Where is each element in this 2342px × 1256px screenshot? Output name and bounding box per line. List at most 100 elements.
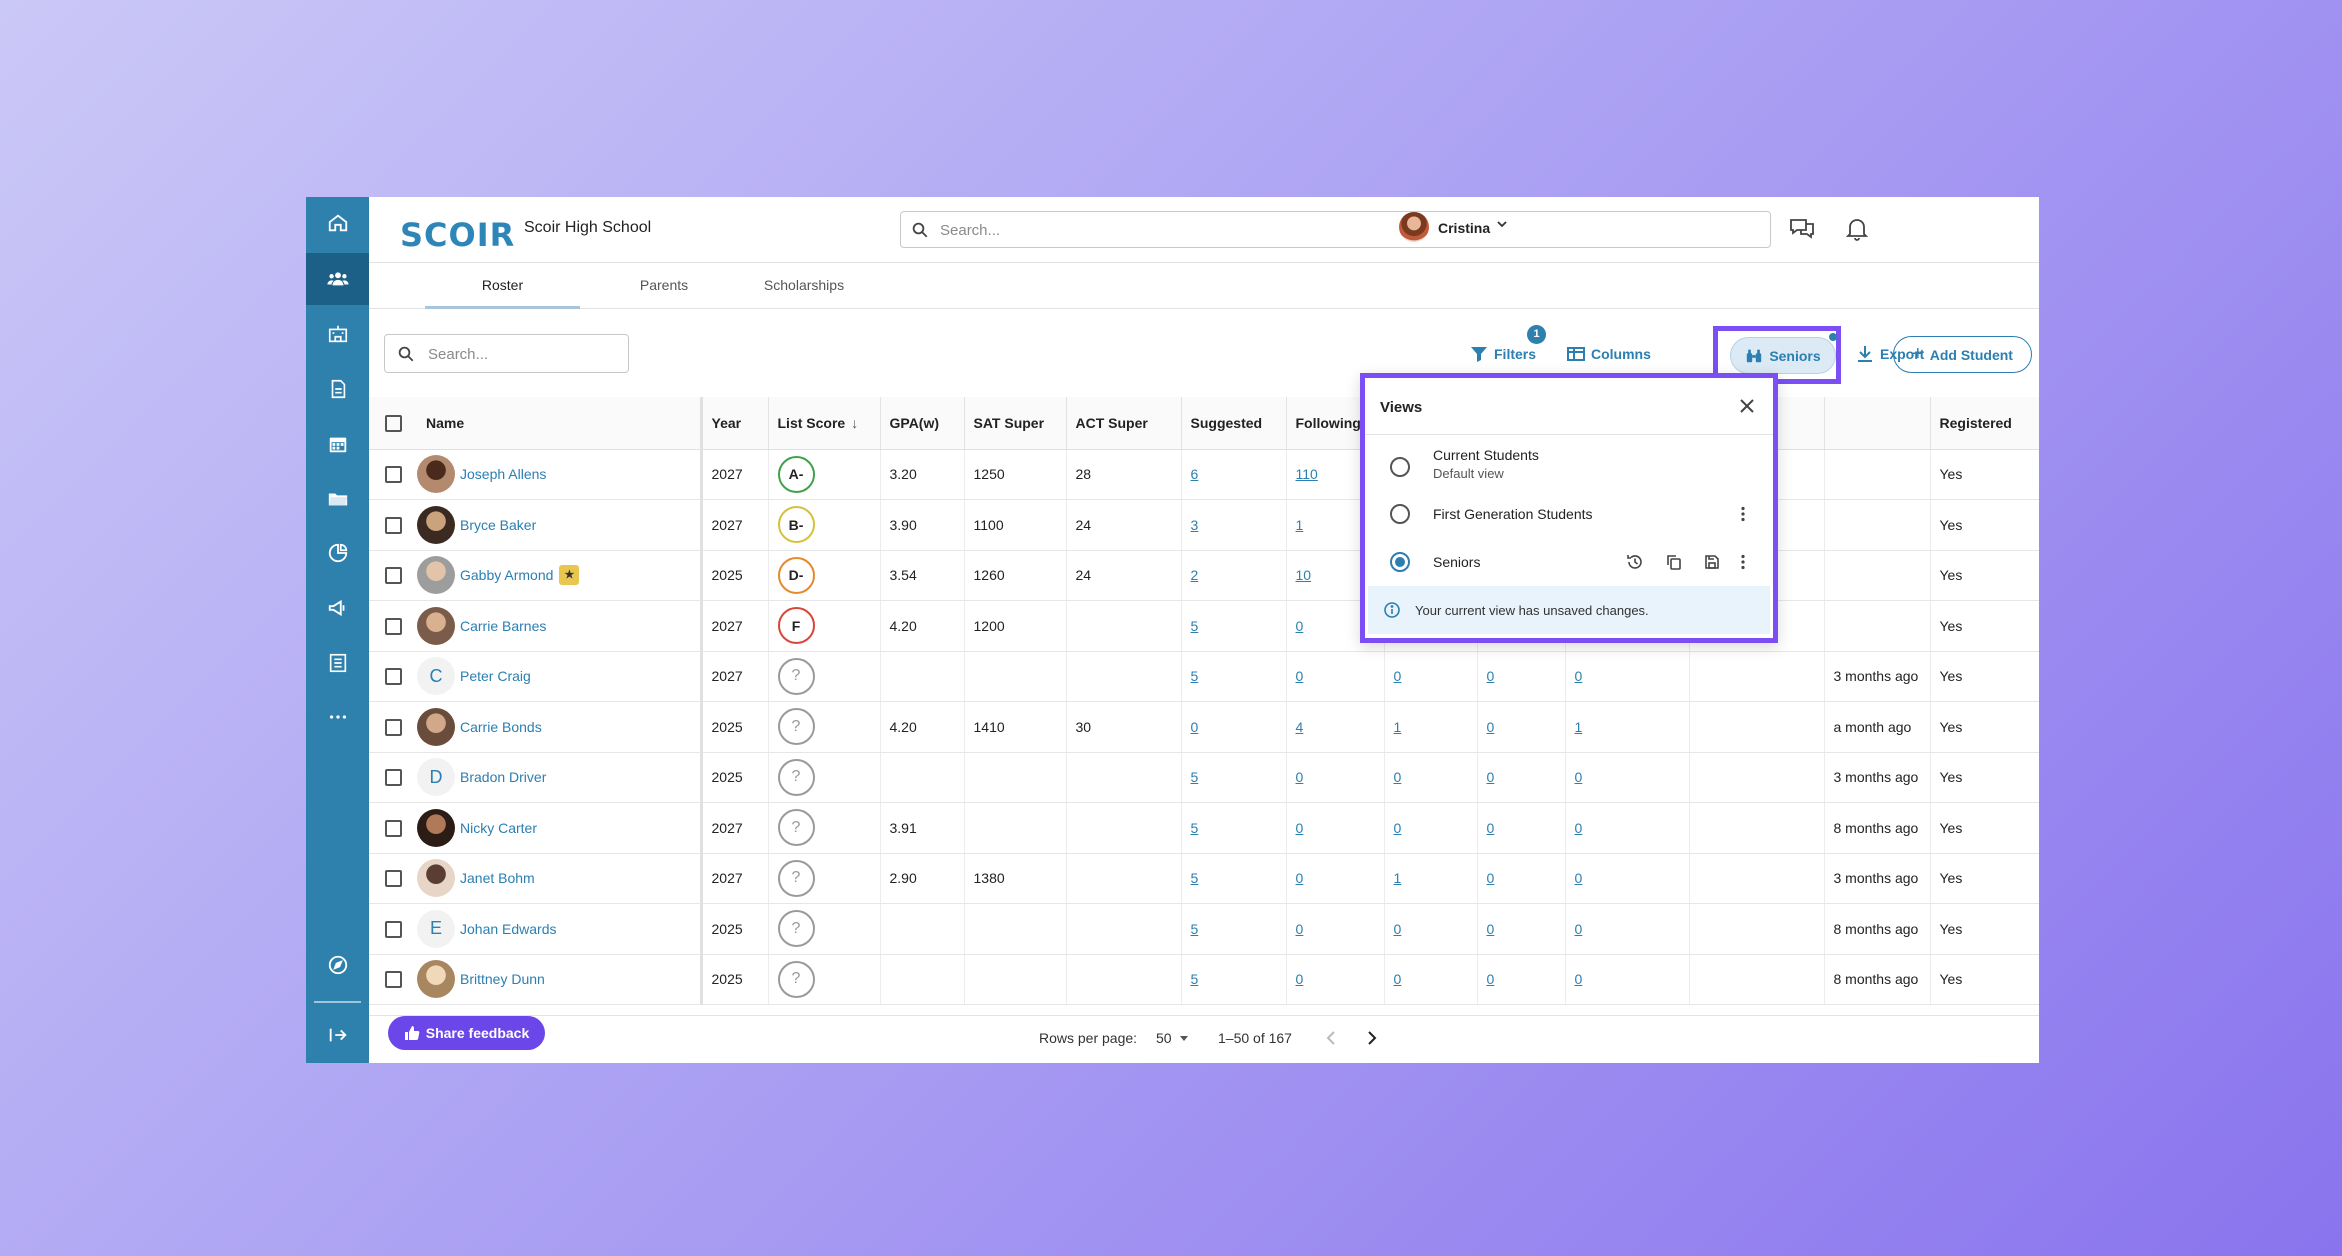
view-radio-seniors[interactable] [1390,552,1410,572]
suggested-value[interactable]: 5 [1190,819,1199,836]
list-score-badge[interactable]: ? [777,758,815,796]
view-option-current-students[interactable]: Current Students Default view [1365,438,1773,484]
prev-page-icon[interactable] [1321,1027,1343,1049]
suggested-cell[interactable]: 5 [1181,853,1287,904]
row-select-cell[interactable] [369,600,417,652]
col-10-value[interactable]: 0 [1574,769,1583,786]
suggested-cell[interactable]: 5 [1181,752,1287,803]
next-page-icon[interactable] [1360,1027,1382,1049]
folder-icon[interactable] [306,473,369,525]
suggested-value[interactable]: 5 [1190,870,1199,887]
history-icon[interactable] [1626,553,1644,571]
list-score-badge[interactable]: ? [777,960,815,998]
table-row[interactable]: C Peter Craig 2027? 5 0 0 0 0 3 months ago Yes [369,651,2039,702]
following-cell[interactable]: 4 [1286,701,1385,753]
row-checkbox[interactable] [384,617,402,635]
sort-arrow-down-icon[interactable]: ↓ [851,414,859,431]
school-icon[interactable] [306,308,369,360]
applying-cell[interactable]: 0 [1384,903,1478,955]
view-radio-first-generation[interactable] [1390,504,1410,524]
col-10-value[interactable]: 0 [1574,668,1583,685]
following-value[interactable]: 0 [1295,617,1304,634]
student-name-link[interactable]: Carrie Bonds [460,718,542,735]
following-cell[interactable]: 0 [1286,802,1385,854]
col-9-value[interactable]: 0 [1486,971,1495,988]
applying-value[interactable]: 0 [1393,819,1402,836]
global-search-input[interactable]: Search... [900,211,1771,248]
applying-value[interactable]: 0 [1393,971,1402,988]
suggested-value[interactable]: 5 [1190,769,1199,786]
home-icon[interactable] [306,197,369,249]
col-9-cell[interactable]: 0 [1477,802,1566,854]
following-value[interactable]: 1 [1295,516,1304,533]
list-icon[interactable] [306,637,369,689]
col-9-value[interactable]: 0 [1486,668,1495,685]
following-value[interactable]: 110 [1295,466,1318,483]
student-name-link[interactable]: Carrie Barnes [460,617,547,634]
suggested-value[interactable]: 5 [1190,617,1199,634]
scoir-logo[interactable]: SCOIR [400,216,516,254]
suggested-value[interactable]: 5 [1190,971,1199,988]
suggested-cell[interactable]: 3 [1181,499,1287,551]
header-registered[interactable]: Registered [1930,397,2039,450]
following-cell[interactable]: 0 [1286,752,1385,803]
view-selector-button[interactable]: Seniors [1730,337,1836,374]
list-score-badge[interactable]: ? [777,708,815,746]
list-score-badge[interactable]: A- [777,455,815,493]
student-name-link[interactable]: Brittney Dunn [460,971,545,988]
row-select-cell[interactable] [369,550,417,601]
view-radio-current-students[interactable] [1390,457,1410,477]
user-name[interactable]: Cristina [1438,220,1491,236]
following-value[interactable]: 0 [1295,870,1304,887]
row-checkbox[interactable] [384,516,402,534]
col-10-value[interactable]: 0 [1574,971,1583,988]
following-value[interactable]: 0 [1295,971,1304,988]
row-select-cell[interactable] [369,449,417,500]
col-9-cell[interactable]: 0 [1477,651,1566,702]
students-icon[interactable] [306,253,369,305]
suggested-cell[interactable]: 6 [1181,449,1287,500]
row-checkbox[interactable] [384,819,402,837]
col-10-value[interactable]: 0 [1574,920,1583,937]
student-name-link[interactable]: Gabby Armond [460,567,554,584]
row-checkbox[interactable] [384,870,402,888]
suggested-value[interactable]: 6 [1190,466,1199,483]
row-checkbox[interactable] [384,567,402,585]
row-select-cell[interactable] [369,853,417,904]
view-option-first-generation[interactable]: First Generation Students [1365,491,1773,537]
following-cell[interactable]: 0 [1286,853,1385,904]
list-score-badge[interactable]: F [777,607,815,645]
applying-cell[interactable]: 0 [1384,651,1478,702]
row-select-cell[interactable] [369,954,417,1005]
col-9-cell[interactable]: 0 [1477,853,1566,904]
student-name-link[interactable]: Bryce Baker [460,516,537,533]
col-9-value[interactable]: 0 [1486,819,1495,836]
collapse-icon[interactable] [306,1009,369,1061]
analytics-icon[interactable] [306,527,369,579]
header-sat[interactable]: SAT Super [964,397,1067,450]
row-select-cell[interactable] [369,752,417,803]
applying-value[interactable]: 0 [1393,920,1402,937]
suggested-cell[interactable]: 5 [1181,954,1287,1005]
table-row[interactable]: Janet Bohm 2027? 2.90 1380 5 0 1 0 0 3 months ago… [369,853,2039,904]
announcement-icon[interactable] [306,582,369,634]
suggested-cell[interactable]: 5 [1181,903,1287,955]
row-checkbox[interactable] [384,971,402,989]
col-9-value[interactable]: 0 [1486,769,1495,786]
col-10-value[interactable]: 0 [1574,819,1583,836]
list-score-badge[interactable]: ? [777,859,815,897]
filters-button[interactable]: Filters [1469,342,1536,366]
select-all-cell[interactable] [369,397,417,450]
applying-cell[interactable]: 0 [1384,752,1478,803]
applying-value[interactable]: 0 [1393,668,1402,685]
col-9-value[interactable]: 0 [1486,920,1495,937]
tab-scholarships[interactable]: Scholarships [763,277,845,293]
suggested-cell[interactable]: 5 [1181,600,1287,652]
row-checkbox[interactable] [384,466,402,484]
rows-per-page-select[interactable]: 50 [1156,1030,1172,1046]
list-score-badge[interactable]: D- [777,556,815,594]
col-9-cell[interactable]: 0 [1477,954,1566,1005]
col-10-cell[interactable]: 0 [1565,651,1690,702]
